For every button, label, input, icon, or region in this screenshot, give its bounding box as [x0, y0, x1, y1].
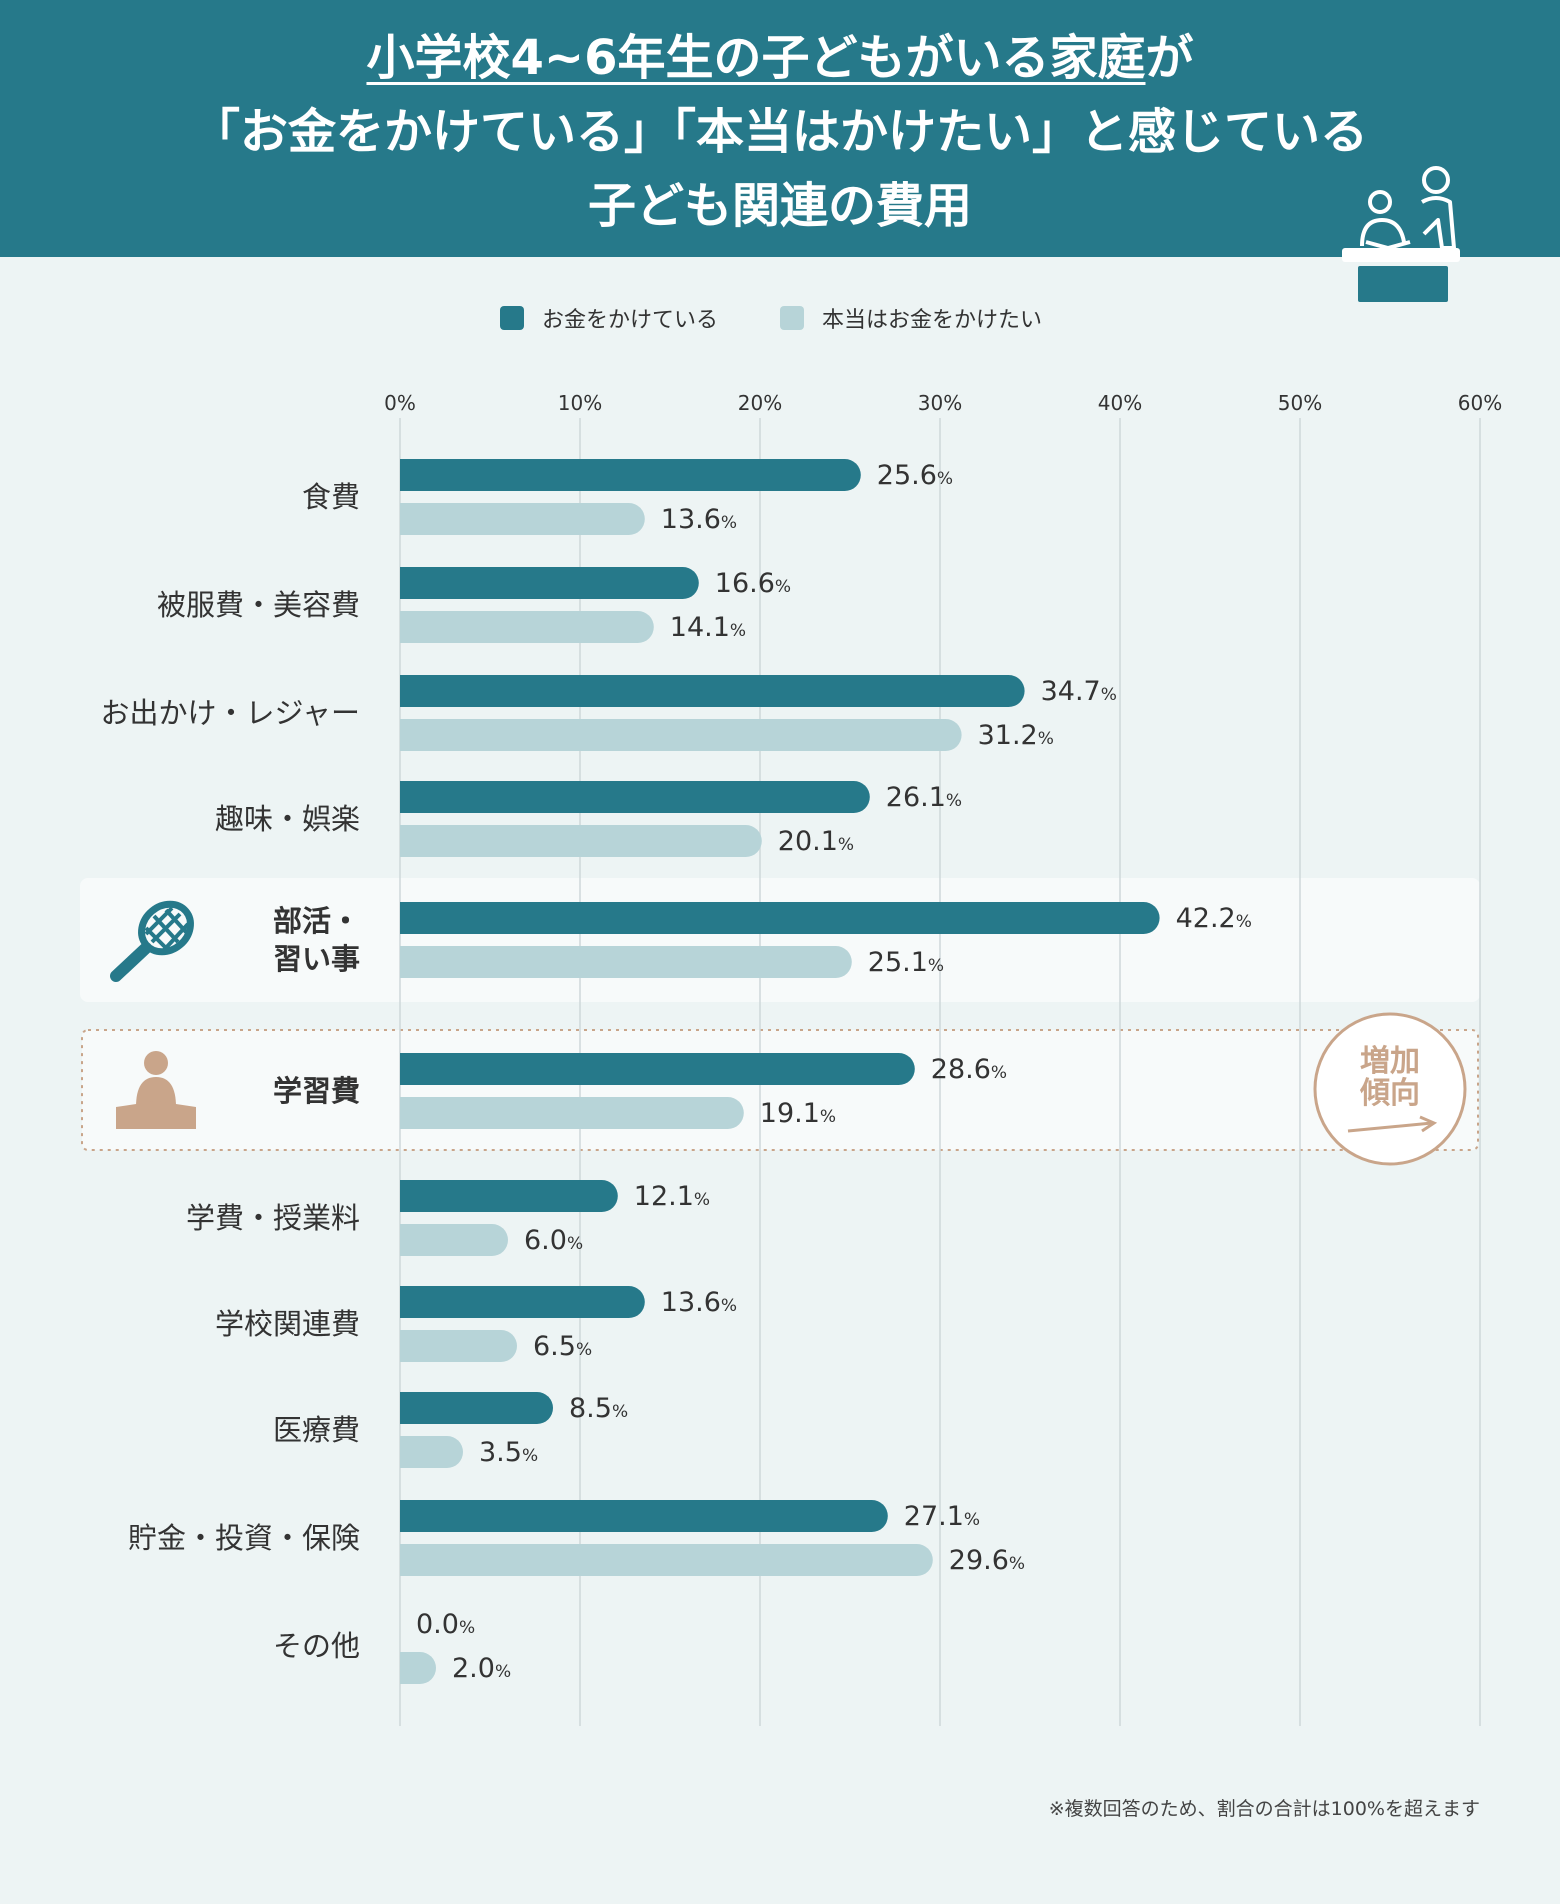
- data-label: 8.5%: [569, 1393, 628, 1424]
- data-label: 26.1%: [886, 782, 962, 813]
- x-tick-label: 30%: [918, 391, 962, 415]
- trend-arrow-line: [1347, 1121, 1433, 1133]
- trend-arrow-head: [1419, 1115, 1438, 1133]
- data-label: 20.1%: [778, 826, 854, 857]
- category-label: 学費・授業料: [186, 1201, 360, 1235]
- tennis-racket-icon: [110, 900, 194, 982]
- bar-spent: [400, 459, 861, 491]
- category-label: 被服費・美容費: [157, 588, 360, 622]
- data-label: 28.6%: [931, 1054, 1007, 1085]
- data-label: 34.7%: [1041, 676, 1117, 707]
- page-title-line-3: 子ども関連の費用: [587, 178, 972, 234]
- title-line-1-rest: が: [1145, 30, 1194, 86]
- bar-want: [400, 1224, 508, 1256]
- bar-spent: [400, 781, 870, 813]
- category-label: 習い事: [273, 942, 360, 976]
- data-label: 13.6%: [661, 504, 737, 535]
- category-label: その他: [273, 1629, 360, 1663]
- category-label: 趣味・娯楽: [215, 802, 360, 836]
- bar-want: [400, 719, 962, 751]
- data-label: 2.0%: [452, 1653, 511, 1684]
- trend-badge-line-2: 傾向: [1359, 1076, 1420, 1111]
- bar-spent: [400, 1392, 553, 1424]
- x-tick-label: 20%: [738, 391, 782, 415]
- chart-legend: お金をかけている 本当はお金をかけたい: [0, 302, 1560, 336]
- bar-want: [400, 1436, 463, 1468]
- data-label: 31.2%: [978, 720, 1054, 751]
- data-label: 3.5%: [479, 1437, 538, 1468]
- data-label: 25.6%: [877, 460, 953, 491]
- data-label: 0.0%: [416, 1609, 475, 1640]
- footnote: ※複数回答のため、割合の合計は100%を超えます: [1048, 1798, 1480, 1820]
- data-label: 42.2%: [1176, 903, 1252, 934]
- data-label: 29.6%: [949, 1545, 1025, 1576]
- bar-want: [400, 1330, 517, 1362]
- trend-badge-line-1: 増加: [1360, 1044, 1420, 1079]
- category-label: 部活・: [273, 904, 360, 938]
- racket-strings: [144, 906, 190, 952]
- bar-want: [400, 1097, 744, 1129]
- legend-item-spent: お金をかけている: [500, 302, 718, 334]
- legend-label-spent: お金をかけている: [542, 308, 719, 333]
- legend-swatch-want: [780, 306, 804, 330]
- bar-want: [400, 1544, 933, 1576]
- bar-want: [400, 946, 852, 978]
- data-label: 19.1%: [760, 1098, 836, 1129]
- person-body: [136, 1077, 176, 1107]
- reading-person-icon: [116, 1051, 196, 1129]
- page-title-line-1: 小学校4~6年生の子どもがいる家庭が: [0, 28, 1560, 88]
- open-book: [116, 1101, 196, 1129]
- legend-item-want: 本当はお金をかけたい: [780, 302, 1042, 334]
- bar-spent: [400, 567, 699, 599]
- racket-handle: [110, 942, 152, 982]
- x-tick-label: 10%: [558, 391, 602, 415]
- x-tick-label: 50%: [1278, 391, 1322, 415]
- person-head: [144, 1051, 168, 1075]
- data-label: 6.5%: [533, 1331, 592, 1362]
- x-tick-label: 40%: [1098, 391, 1142, 415]
- bar-spent: [400, 1286, 645, 1318]
- x-tick-label: 60%: [1458, 391, 1502, 415]
- category-label: 食費: [302, 480, 360, 514]
- legend-swatch-spent: [500, 306, 524, 330]
- data-label: 14.1%: [670, 612, 746, 643]
- category-label: お出かけ・レジャー: [100, 696, 360, 730]
- bar-want: [400, 611, 654, 643]
- teacher-student-icon: [1342, 166, 1460, 302]
- data-label: 12.1%: [634, 1181, 710, 1212]
- bar-chart: 0% 10% 20% 30% 40% 50% 60% 25.6% 13.6% 食費 16.6% 14.…: [80, 391, 1502, 1726]
- category-label: 学校関連費: [215, 1307, 360, 1341]
- data-label: 13.6%: [661, 1287, 737, 1318]
- bar-spent: [400, 1053, 915, 1085]
- bar-want: [400, 1652, 436, 1684]
- bar-spent: [400, 1180, 618, 1212]
- category-label: 医療費: [273, 1413, 360, 1447]
- bar-want: [400, 825, 762, 857]
- data-label: 27.1%: [904, 1501, 980, 1532]
- highlight-panel: [80, 878, 1480, 1002]
- bar-spent: [400, 675, 1025, 707]
- data-label: 25.1%: [868, 947, 944, 978]
- title-underlined-text: 小学校4~6年生の子どもがいる家庭: [366, 30, 1146, 86]
- data-label: 16.6%: [715, 568, 791, 599]
- legend-label-want: 本当はお金をかけたい: [822, 308, 1043, 333]
- category-label: 貯金・投資・保険: [128, 1521, 360, 1555]
- x-tick-label: 0%: [384, 391, 416, 415]
- data-label: 6.0%: [524, 1225, 583, 1256]
- bar-spent: [400, 1500, 888, 1532]
- header-banner: 小学校4~6年生の子どもがいる家庭が 「お金をかけている」「本当はかけたい」と感…: [0, 0, 1560, 257]
- bar-spent: [400, 902, 1160, 934]
- category-label: 学習費: [273, 1074, 360, 1108]
- bar-want: [400, 503, 645, 535]
- page-title-line-2: 「お金をかけている」「本当はかけたい」と感じている: [191, 104, 1368, 160]
